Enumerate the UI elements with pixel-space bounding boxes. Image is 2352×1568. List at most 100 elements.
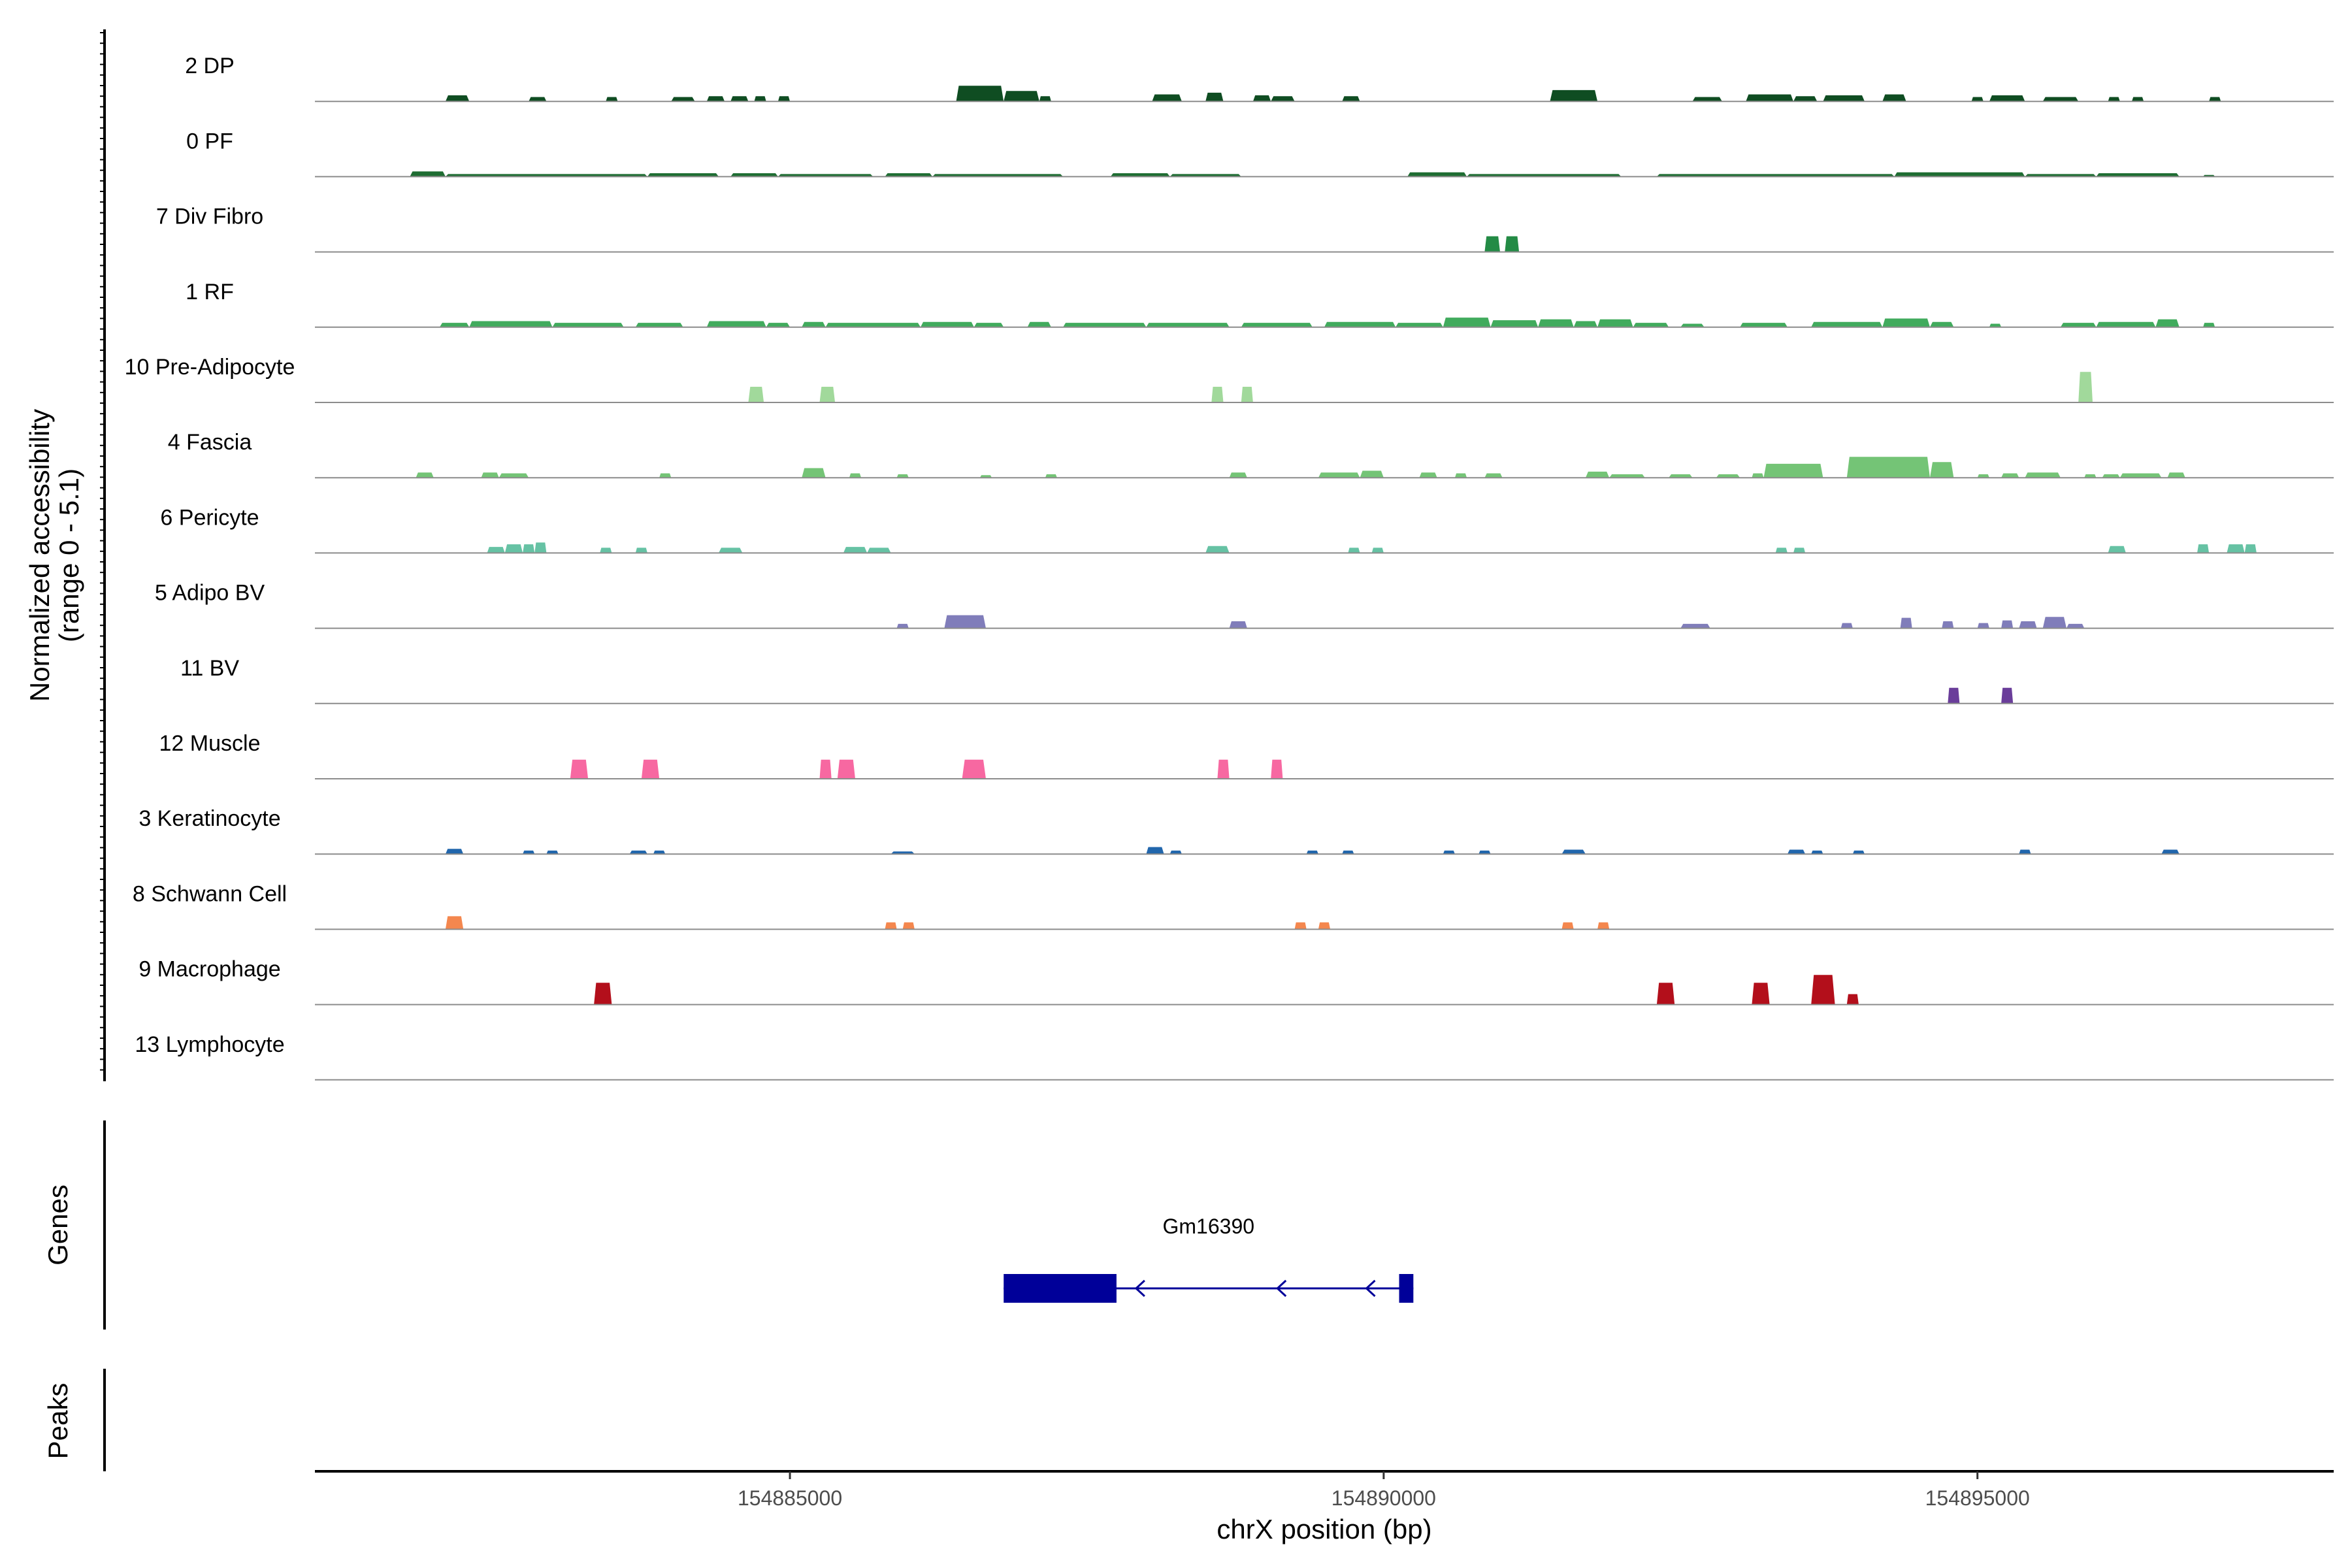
accessibility-peak-1-rf-30	[2155, 319, 2180, 327]
track-label-12-muscle: 12 Muscle	[159, 731, 261, 756]
accessibility-peak-6-pericyte-9	[1205, 546, 1230, 553]
accessibility-peak-1-rf-16	[1443, 318, 1491, 327]
accessibility-peak-4-fascia-26	[2084, 474, 2097, 478]
track-label-11-bv: 11 BV	[180, 656, 239, 681]
accessibility-peak-6-pericyte-4	[600, 547, 612, 553]
accessibility-peak-4-fascia-21	[1846, 457, 1930, 478]
accessibility-peak-1-rf-19	[1573, 321, 1598, 327]
accessibility-peak-12-muscle-5	[1217, 759, 1230, 779]
accessibility-peak-5-adipo-bv-7	[1977, 623, 1989, 629]
accessibility-peak-1-rf-14	[1324, 321, 1396, 327]
accessibility-peak-4-fascia-8	[1045, 474, 1057, 478]
track-label-13-lymphocyte: 13 Lymphocyte	[135, 1032, 284, 1057]
accessibility-peak-4-fascia-15	[1585, 471, 1610, 478]
track-9-macrophage: 9 Macrophage	[139, 957, 2334, 1005]
track-2-dp: 2 DP	[185, 54, 2334, 103]
accessibility-peak-11-bv-0	[1948, 687, 1960, 704]
accessibility-peak-2-dp-8	[956, 86, 1004, 102]
accessibility-peak-2-dp-4	[706, 96, 725, 102]
accessibility-peak-1-rf-0	[439, 323, 470, 327]
accessibility-peak-6-pericyte-16	[2227, 544, 2245, 553]
accessibility-peak-2-dp-16	[1550, 90, 1598, 102]
track-4-fascia: 4 Fascia	[168, 430, 2334, 479]
accessibility-peak-5-adipo-bv-6	[1942, 621, 1954, 629]
accessibility-peak-5-adipo-bv-11	[2066, 623, 2085, 629]
accessibility-peak-1-rf-1	[469, 321, 553, 327]
accessibility-peak-3-keratinocyte-11	[1478, 850, 1491, 855]
accessibility-peak-6-pericyte-8	[867, 547, 891, 553]
track-6-pericyte: 6 Pericyte	[160, 505, 2334, 554]
accessibility-peak-6-pericyte-5	[635, 547, 647, 553]
track-label-4-fascia: 4 Fascia	[168, 430, 252, 455]
accessibility-peak-2-dp-23	[1989, 95, 2025, 102]
accessibility-peak-5-adipo-bv-10	[2042, 617, 2066, 629]
track-12-muscle: 12 Muscle	[159, 731, 2334, 779]
accessibility-peak-1-rf-24	[1811, 321, 1883, 327]
y-axis-title-line1: Normalized accessibility	[24, 409, 55, 702]
accessibility-peak-2-dp-18	[1746, 94, 1793, 102]
accessibility-peak-12-muscle-4	[962, 759, 986, 779]
accessibility-peak-4-fascia-5	[849, 473, 862, 478]
accessibility-peak-4-fascia-2	[498, 473, 529, 478]
accessibility-peak-6-pericyte-13	[1793, 547, 1806, 553]
accessibility-peak-2-dp-12	[1205, 92, 1224, 102]
accessibility-peak-3-keratinocyte-6	[1146, 847, 1164, 855]
accessibility-peak-8-schwann-cell-5	[1561, 922, 1574, 930]
accessibility-peak-2-dp-14	[1271, 96, 1295, 102]
track-label-8-schwann-cell: 8 Schwann Cell	[133, 881, 287, 906]
accessibility-peak-4-fascia-0	[416, 472, 434, 478]
accessibility-peak-3-keratinocyte-7	[1169, 850, 1182, 855]
accessibility-peak-2-dp-22	[1971, 97, 1984, 102]
accessibility-peak-4-fascia-6	[896, 474, 909, 478]
accessibility-peak-3-keratinocyte-15	[1852, 850, 1865, 855]
accessibility-peak-1-rf-8	[921, 321, 974, 327]
accessibility-peak-8-schwann-cell-2	[902, 922, 915, 930]
accessibility-peak-4-fascia-16	[1609, 474, 1645, 478]
track-label-5-adipo-bv: 5 Adipo BV	[155, 581, 265, 606]
accessibility-peak-4-fascia-29	[2167, 472, 2185, 478]
accessibility-peak-10-pre-adipocyte-3	[1241, 387, 1253, 402]
accessibility-peak-0-pf-12	[1894, 172, 2025, 177]
accessibility-peak-10-pre-adipocyte-0	[748, 387, 764, 402]
accessibility-peak-1-rf-13	[1241, 323, 1313, 327]
accessibility-peak-5-adipo-bv-1	[944, 615, 986, 629]
accessibility-peak-4-fascia-3	[659, 473, 672, 478]
accessibility-peak-1-rf-21	[1633, 323, 1669, 327]
accessibility-peak-3-keratinocyte-1	[523, 850, 535, 855]
accessibility-peak-10-pre-adipocyte-1	[819, 387, 836, 402]
accessibility-peak-3-keratinocyte-13	[1787, 849, 1806, 855]
accessibility-peak-2-dp-9	[1004, 91, 1039, 102]
track-8-schwann-cell: 8 Schwann Cell	[133, 881, 2334, 930]
accessibility-peak-6-pericyte-1	[504, 544, 523, 553]
accessibility-peak-3-keratinocyte-3	[629, 850, 647, 855]
accessibility-peak-4-fascia-27	[2102, 474, 2120, 478]
accessibility-peak-5-adipo-bv-9	[2019, 621, 2037, 629]
track-label-10-pre-adipocyte: 10 Pre-Adipocyte	[125, 355, 295, 380]
accessibility-peak-9-macrophage-2	[1752, 983, 1770, 1005]
x-tick-label-1: 154890000	[1331, 1486, 1436, 1510]
accessibility-peak-1-rf-31	[2203, 323, 2215, 327]
accessibility-tracks: 2 DP 0 PF 7 Div Fibro 1 RF 10 Pre-Adipocyte 4…	[125, 54, 2334, 1081]
accessibility-peak-1-rf-27	[1989, 323, 2002, 327]
accessibility-peak-5-adipo-bv-2	[1229, 621, 1247, 629]
accessibility-peak-4-fascia-10	[1318, 472, 1360, 478]
accessibility-peak-1-rf-18	[1538, 319, 1574, 327]
accessibility-peak-12-muscle-2	[819, 759, 832, 779]
accessibility-peak-5-adipo-bv-5	[1900, 617, 1912, 629]
accessibility-peak-1-rf-25	[1882, 318, 1930, 327]
x-tick-label-2: 154895000	[1925, 1486, 2030, 1510]
track-1-rf: 1 RF	[186, 280, 2334, 328]
track-7-div-fibro: 7 Div Fibro	[156, 204, 2334, 253]
track-label-3-keratinocyte: 3 Keratinocyte	[139, 806, 280, 831]
accessibility-peak-4-fascia-28	[2119, 473, 2162, 478]
accessibility-peak-12-muscle-1	[641, 759, 660, 779]
accessibility-peak-6-pericyte-3	[534, 542, 547, 553]
accessibility-peak-0-pf-14	[2096, 173, 2180, 177]
accessibility-peak-1-rf-10	[1027, 321, 1051, 327]
accessibility-peak-6-pericyte-6	[719, 547, 743, 553]
accessibility-peak-1-rf-22	[1680, 323, 1705, 327]
accessibility-peak-12-muscle-3	[837, 759, 855, 779]
accessibility-peak-9-macrophage-1	[1656, 983, 1675, 1005]
accessibility-peak-4-fascia-17	[1669, 474, 1693, 478]
accessibility-peak-4-fascia-19	[1752, 473, 1764, 478]
